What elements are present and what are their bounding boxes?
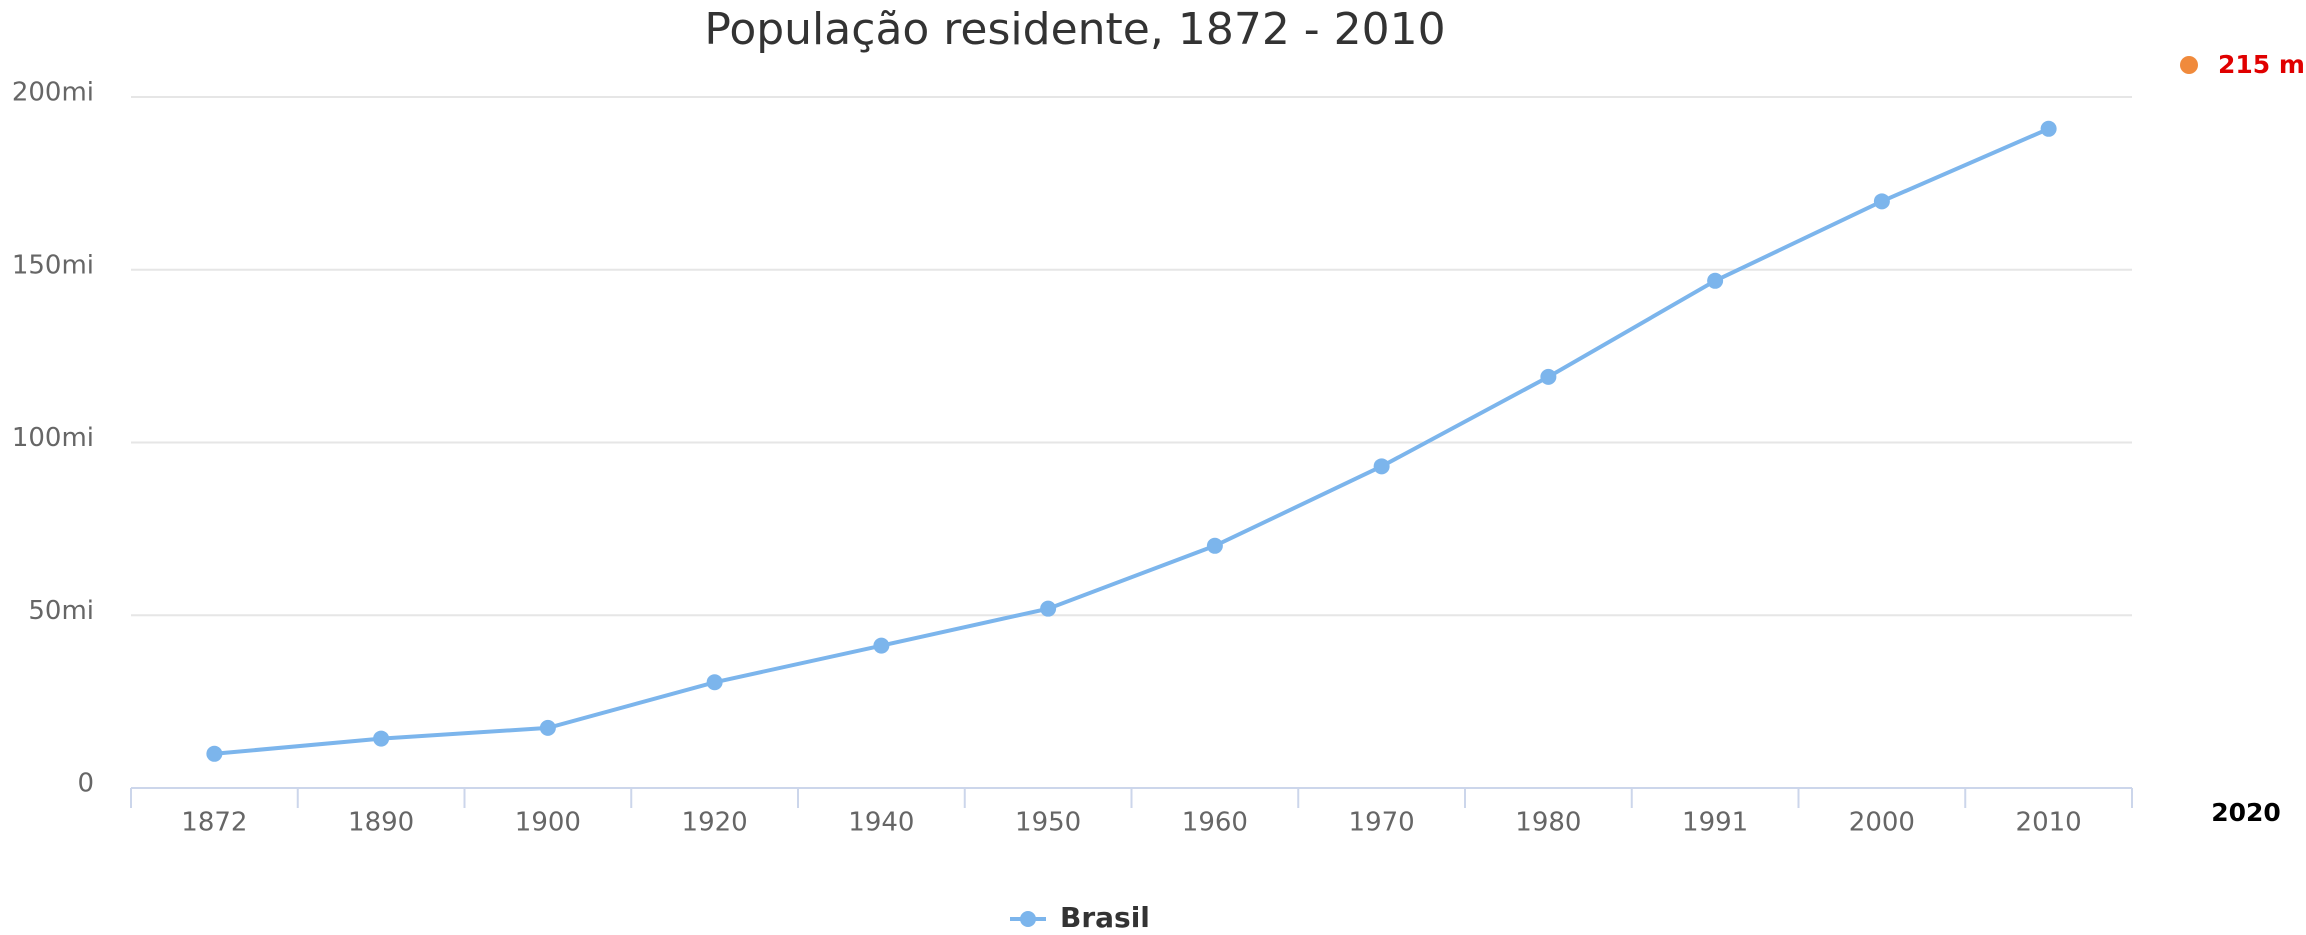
line [214, 126, 2050, 756]
x-tick-label: 1890 [348, 808, 414, 838]
x-tick-label: 1900 [515, 808, 581, 838]
y-tick-label: 150mi [12, 250, 94, 280]
legend-symbol [1020, 911, 1036, 927]
legend-label: Brasil [1060, 901, 1150, 934]
x-tick-label: 1950 [1015, 808, 1081, 838]
y-tick-label: 0 [77, 769, 94, 799]
x-tick-label: 1940 [848, 808, 914, 838]
point [1373, 458, 1390, 475]
x-tick-label: 1970 [1349, 808, 1415, 838]
x-tick-label: 2010 [2016, 808, 2082, 838]
y-tick-label: 200mi [12, 78, 94, 108]
x-tick-label: 1980 [1515, 808, 1581, 838]
annotation-year: 2020 [2211, 798, 2281, 827]
point [2040, 120, 2057, 137]
point [1873, 193, 1890, 210]
point [1040, 600, 1057, 617]
x-tick-label: 2000 [1849, 808, 1915, 838]
point [373, 730, 390, 747]
point [206, 745, 223, 762]
point [1707, 272, 1724, 289]
point [873, 637, 890, 654]
point [539, 719, 556, 736]
x-tick-label: 1920 [682, 808, 748, 838]
annotation-label: 215 mi [2218, 50, 2306, 79]
x-tick-label: 1872 [181, 808, 247, 838]
point [1540, 368, 1557, 385]
x-tick-label: 1991 [1682, 808, 1748, 838]
y-tick-label: 100mi [12, 423, 94, 453]
point [706, 674, 723, 691]
x-tick-label: 1960 [1182, 808, 1248, 838]
chart-title: População residente, 1872 - 2010 [704, 4, 1445, 55]
annotation-point [2180, 56, 2198, 74]
y-tick-label: 50mi [28, 596, 94, 626]
point [1206, 537, 1223, 554]
